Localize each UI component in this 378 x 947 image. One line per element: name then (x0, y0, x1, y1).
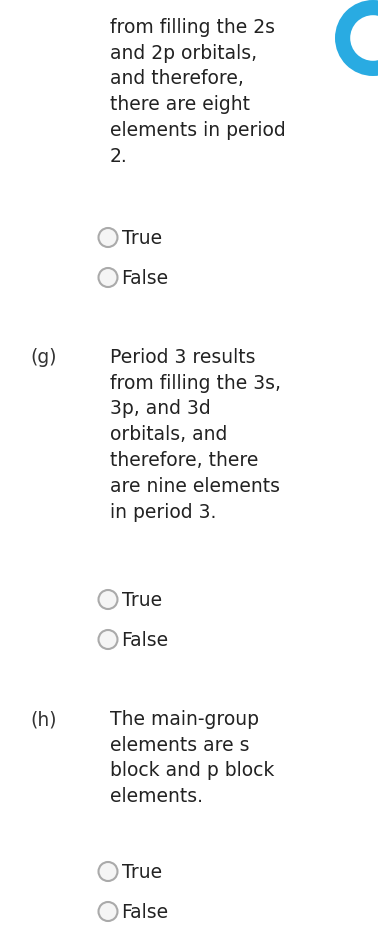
Text: False: False (121, 903, 169, 922)
Circle shape (99, 862, 118, 881)
Text: False: False (121, 269, 169, 288)
Text: True: True (121, 229, 162, 248)
Circle shape (335, 0, 378, 76)
Text: from filling the 2s
and 2p orbitals,
and therefore,
there are eight
elements in : from filling the 2s and 2p orbitals, and… (110, 18, 286, 166)
Text: (h): (h) (30, 710, 56, 729)
Text: True: True (121, 863, 162, 882)
Text: Period 3 results
from filling the 3s,
3p, and 3d
orbitals, and
therefore, there
: Period 3 results from filling the 3s, 3p… (110, 348, 281, 522)
Circle shape (99, 268, 118, 287)
Text: True: True (121, 591, 162, 610)
Text: The main-group
elements are s
block and p block
elements.: The main-group elements are s block and … (110, 710, 274, 806)
Text: False: False (121, 631, 169, 650)
Circle shape (99, 630, 118, 649)
Text: (g): (g) (30, 348, 56, 367)
Circle shape (99, 902, 118, 921)
Circle shape (99, 228, 118, 247)
Circle shape (350, 15, 378, 61)
Circle shape (99, 590, 118, 609)
